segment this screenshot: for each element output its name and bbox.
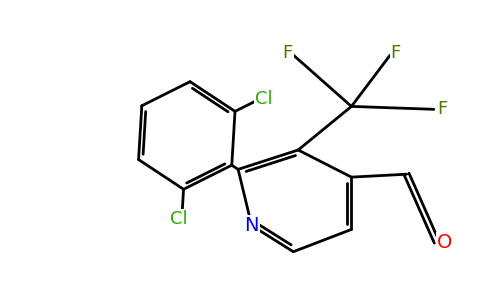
Text: Cl: Cl — [169, 210, 187, 228]
Text: Cl: Cl — [255, 90, 272, 108]
Text: O: O — [437, 233, 452, 253]
Text: F: F — [437, 100, 447, 118]
Text: F: F — [283, 44, 293, 62]
Text: F: F — [391, 44, 401, 62]
Text: N: N — [244, 216, 259, 235]
